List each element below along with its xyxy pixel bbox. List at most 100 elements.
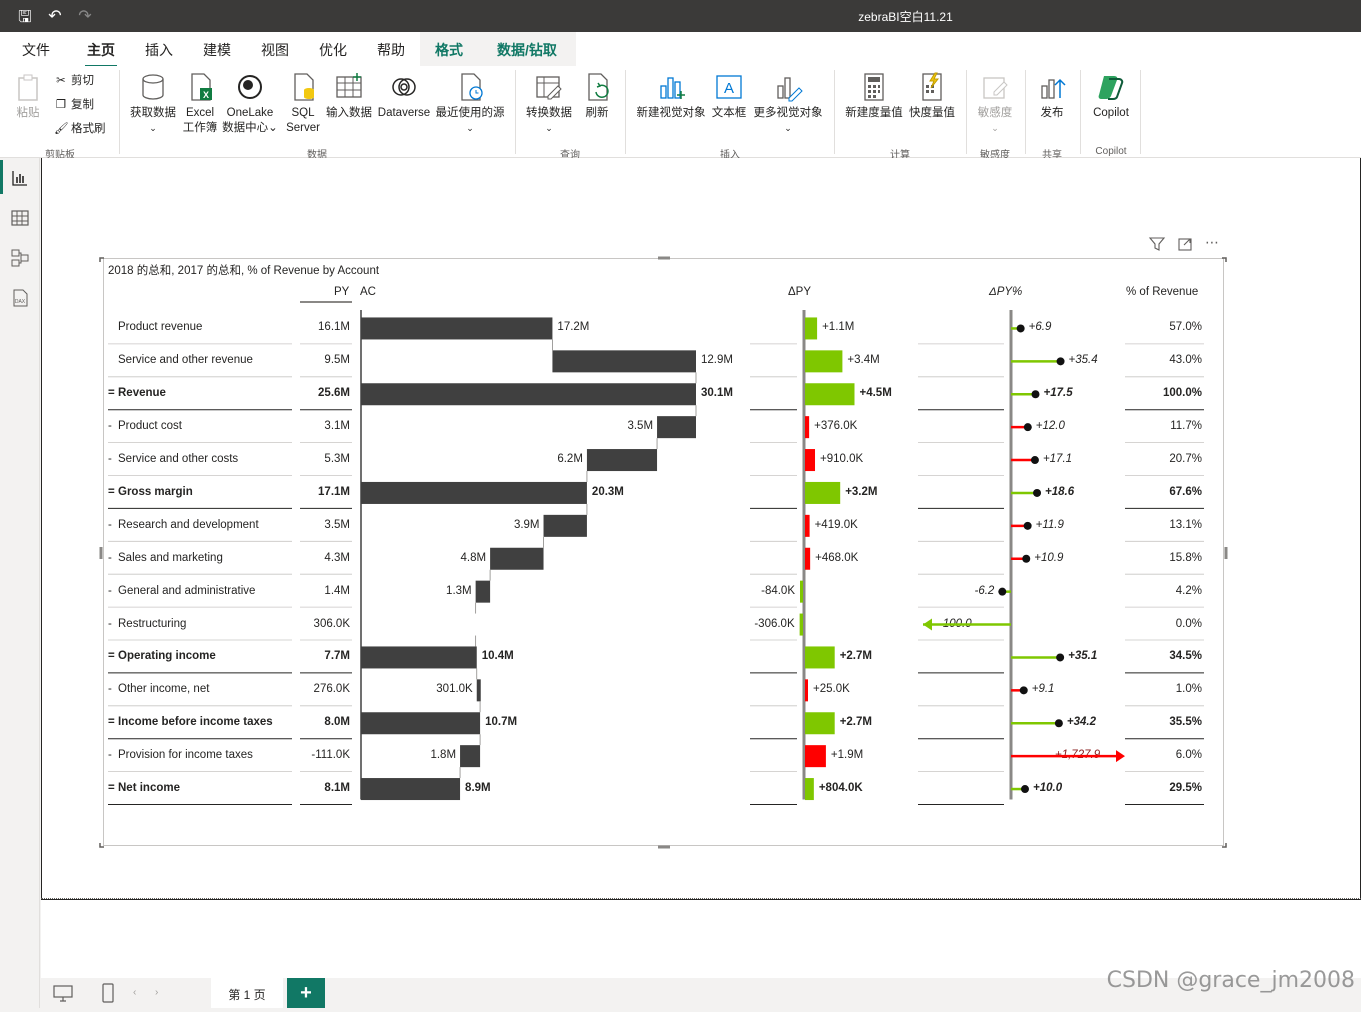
row-label-text: Net income xyxy=(118,782,180,795)
focus-mode-icon[interactable] xyxy=(1177,236,1193,252)
ribbon-tabs: 文件 主页 插入 建模 视图 优化 帮助 格式 数据/钻取 xyxy=(0,32,1361,68)
window-title: zebraBI空白11.21 xyxy=(858,10,953,24)
recent-label: 最近使用的源 xyxy=(435,107,505,119)
row-label: - Research and development xyxy=(108,519,259,531)
refresh-button[interactable]: 刷新 xyxy=(578,72,616,121)
row-label-text: General and administrative xyxy=(118,584,256,597)
row-label-text: Gross margin xyxy=(118,485,193,498)
delta-py-pct-value: -6.2 xyxy=(974,584,995,597)
row-prefix: - xyxy=(108,683,112,696)
dataverse-button[interactable]: Dataverse xyxy=(376,72,432,121)
enter-data-button[interactable]: 输入数据 xyxy=(324,72,374,121)
tab-data-drill[interactable]: 数据/钻取 xyxy=(497,42,557,58)
tab-view[interactable]: 视图 xyxy=(261,42,289,58)
undo-icon[interactable]: ↶ xyxy=(48,8,62,25)
excel-workbook-button[interactable]: X Excel 工作簿 xyxy=(180,72,220,136)
save-icon[interactable]: 🖫 xyxy=(18,9,32,26)
row-prefix: - xyxy=(108,420,112,433)
pct-revenue-value: 15.8% xyxy=(1169,551,1202,564)
page-tab-1[interactable]: 第 1 页 xyxy=(211,978,283,1008)
cut-button[interactable]: ✂ 剪切 xyxy=(54,72,94,88)
py-value: 8.1M xyxy=(324,782,350,795)
bar-chart-icon xyxy=(660,77,685,99)
tab-file[interactable]: 文件 xyxy=(22,42,50,58)
copy-button[interactable]: ❐ 复制 xyxy=(54,96,94,112)
group-separator xyxy=(119,70,120,154)
row-label: = Net income xyxy=(108,782,180,794)
report-view-icon[interactable] xyxy=(10,168,30,188)
transform-data-button[interactable]: 转换数据 ⌄ xyxy=(522,72,576,136)
new-visual-button[interactable]: 新建视觉对象 xyxy=(632,72,710,121)
desktop-layout-icon[interactable] xyxy=(53,984,73,1002)
row-label-text: Income before income taxes xyxy=(118,716,273,729)
dataverse-label: Dataverse xyxy=(377,107,431,119)
textbox-button[interactable]: A 文本框 xyxy=(710,72,748,121)
row-label: Product revenue xyxy=(108,321,202,333)
redo-icon[interactable]: ↷ xyxy=(78,8,92,25)
quick-measure-button[interactable]: 快度量值 xyxy=(906,72,958,121)
refresh-label: 刷新 xyxy=(585,107,609,119)
more-visuals-button[interactable]: 更多视觉对象 ⌄ xyxy=(750,72,826,136)
copilot-button[interactable]: Copilot xyxy=(1086,72,1136,121)
paste-button[interactable]: 粘贴 xyxy=(10,72,46,121)
tab-modeling[interactable]: 建模 xyxy=(203,42,231,58)
group-label-clipboard: 剪贴板 xyxy=(45,150,75,161)
svg-text:A: A xyxy=(724,80,734,97)
mobile-layout-icon[interactable] xyxy=(101,983,115,1003)
row-label-text: Operating income xyxy=(118,650,216,663)
more-options-icon[interactable]: ⋯ xyxy=(1205,234,1220,250)
ac-value: 20.3M xyxy=(591,485,624,498)
dax-query-view-icon[interactable]: DAX xyxy=(10,288,30,308)
tab-format[interactable]: 格式 xyxy=(435,42,463,58)
row-label-text: Research and development xyxy=(118,518,259,531)
sensitivity-button[interactable]: 敏感度 ⌄ xyxy=(972,72,1018,136)
row-label-text: Revenue xyxy=(118,387,166,400)
add-page-button[interactable]: + xyxy=(287,978,325,1008)
page-prev-icon[interactable]: ‹ xyxy=(133,987,137,998)
new-visual-label: 新建视觉对象 xyxy=(636,107,706,119)
group-label-share: 共享 xyxy=(1042,150,1062,161)
page-next-icon[interactable]: › xyxy=(155,987,159,998)
py-value: 7.7M xyxy=(324,650,350,663)
row-label-text: Product revenue xyxy=(118,321,203,334)
onelake-hub-button[interactable]: OneLake 数据中心⌄ xyxy=(220,72,280,136)
visual-title: 2018 的总和, 2017 的总和, % of Revenue by Acco… xyxy=(108,265,380,277)
pct-revenue-value: 57.0% xyxy=(1169,321,1202,334)
get-data-button[interactable]: 获取数据 ⌄ xyxy=(126,72,180,136)
tab-home[interactable]: 主页 xyxy=(85,42,117,68)
more-visuals-label: 更多视觉对象 xyxy=(753,107,823,119)
delta-py-pct-value: +18.6 xyxy=(1045,485,1075,498)
delta-py-value: +910.0K xyxy=(820,453,864,466)
delta-py-pct-value: +35.4 xyxy=(1068,354,1098,367)
new-measure-button[interactable]: 新建度量值 xyxy=(842,72,906,121)
py-value: 306.0K xyxy=(313,617,350,630)
copilot-icon xyxy=(1098,76,1124,100)
header-pct-revenue: % of Revenue xyxy=(1126,286,1199,298)
recent-sources-button[interactable]: 最近使用的源 ⌄ xyxy=(432,72,508,136)
table-view-icon[interactable] xyxy=(10,208,30,228)
format-painter-button[interactable]: 🖌 格式刷 xyxy=(54,120,106,136)
delta-py-pct-value: +10.9 xyxy=(1034,551,1064,564)
sql-server-button[interactable]: SQL Server xyxy=(284,72,322,136)
publish-button[interactable]: 发布 xyxy=(1032,72,1072,121)
pct-revenue-value: 29.5% xyxy=(1169,782,1202,795)
ac-value: 10.4M xyxy=(481,650,514,663)
ac-value: 301.0K xyxy=(436,683,473,696)
tab-optimize[interactable]: 优化 xyxy=(319,42,347,58)
row-label: - General and administrative xyxy=(108,585,255,597)
excel-label-2: 工作簿 xyxy=(182,122,218,134)
row-label-text: Restructuring xyxy=(118,617,187,630)
status-bar: ‹ › 第 1 页 + xyxy=(41,978,1361,1008)
filter-icon[interactable] xyxy=(1148,236,1166,252)
delta-py-value: +3.4M xyxy=(847,354,880,367)
quick-measure-icon xyxy=(922,72,942,101)
group-separator xyxy=(834,70,835,154)
tab-help[interactable]: 帮助 xyxy=(377,42,405,58)
enter-data-label: 输入数据 xyxy=(326,107,372,119)
model-view-icon[interactable] xyxy=(10,248,30,268)
tab-insert[interactable]: 插入 xyxy=(145,42,173,58)
quick-measure-label: 快度量值 xyxy=(909,107,955,119)
row-prefix: - xyxy=(108,453,112,466)
delta-py-value: +2.7M xyxy=(839,650,872,663)
brush-icon: 🖌 xyxy=(54,123,69,135)
